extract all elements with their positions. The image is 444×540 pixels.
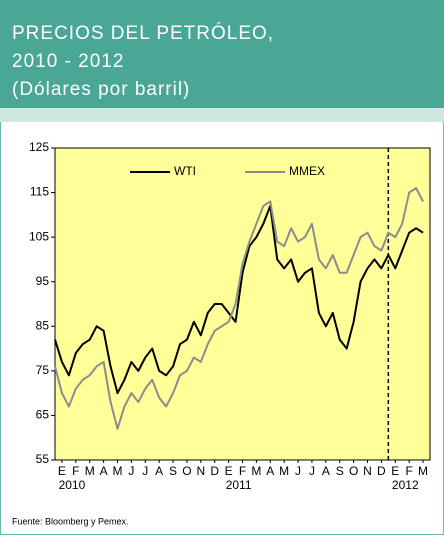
y-tick-label: 105 [29, 229, 49, 243]
legend-label: MMEX [289, 164, 325, 178]
x-tick-label: M [113, 464, 123, 478]
x-tick-label: S [336, 464, 344, 478]
x-tick-label: M [418, 464, 428, 478]
x-tick-label: J [295, 464, 301, 478]
x-tick-label: J [309, 464, 315, 478]
y-tick-label: 75 [36, 363, 50, 377]
x-tick-label: F [405, 464, 412, 478]
x-tick-label: D [377, 464, 386, 478]
title-line: 2010 - 2012 [12, 51, 124, 72]
y-tick-label: 65 [36, 408, 50, 422]
x-tick-label: N [196, 464, 205, 478]
y-tick-label: 125 [29, 140, 49, 154]
series-line [54, 187, 424, 430]
plot-area [54, 147, 431, 461]
x-tick-label: D [210, 464, 219, 478]
year-label: 2012 [392, 478, 419, 492]
legend-label: WTI [174, 164, 196, 178]
x-tick-label: M [85, 464, 95, 478]
y-tick-label: 55 [36, 452, 50, 466]
series-line [54, 204, 424, 395]
x-tick-label: N [363, 464, 372, 478]
x-tick-label: F [72, 464, 79, 478]
x-tick-label: F [239, 464, 246, 478]
header-strip [0, 108, 444, 122]
y-tick-label: 85 [36, 318, 50, 332]
x-tick-label: A [100, 464, 108, 478]
x-tick-label: E [225, 464, 233, 478]
header [0, 0, 444, 108]
x-tick-label: A [266, 464, 274, 478]
x-tick-label: A [322, 464, 330, 478]
x-tick-label: J [142, 464, 148, 478]
x-tick-label: J [128, 464, 134, 478]
x-tick-label: O [182, 464, 191, 478]
x-tick-label: M [279, 464, 289, 478]
x-tick-label: A [155, 464, 163, 478]
y-tick-label: 115 [30, 185, 49, 199]
source: Fuente: Bloomberg y Pemex. [12, 516, 129, 526]
x-tick-label: M [251, 464, 261, 478]
x-tick-label: S [169, 464, 177, 478]
x-tick-label: E [391, 464, 399, 478]
year-label: 2011 [226, 478, 252, 492]
title-line: PRECIOS DEL PETRÓLEO, [12, 22, 274, 44]
x-tick-label: O [349, 464, 358, 478]
y-tick-label: 95 [36, 274, 50, 288]
title-line: (Dólares por barril) [12, 79, 190, 100]
year-label: 2010 [59, 478, 86, 492]
x-tick-label: E [58, 464, 66, 478]
